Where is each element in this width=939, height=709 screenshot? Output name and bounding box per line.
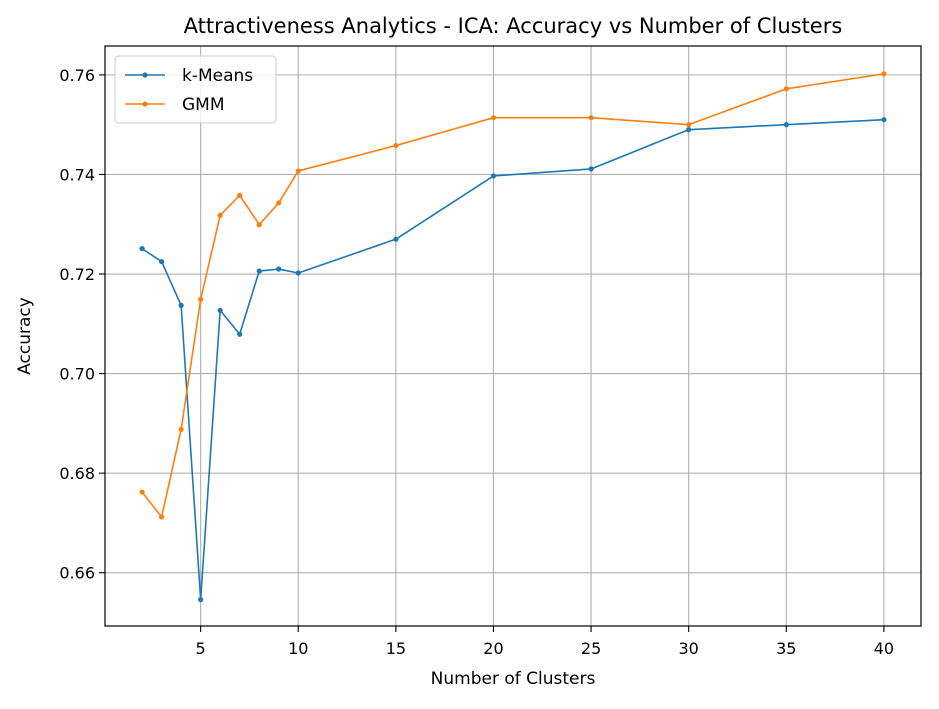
data-point-k-means	[198, 597, 204, 603]
data-point-k-means	[686, 127, 692, 133]
data-point-k-means	[393, 236, 399, 242]
x-tick-label: 35	[776, 639, 796, 658]
data-point-k-means	[295, 270, 301, 276]
data-point-k-means	[490, 173, 497, 179]
series-k-means	[139, 117, 887, 603]
data-point-k-means	[276, 266, 282, 272]
legend-marker-k-means	[142, 72, 148, 78]
data-point-gmm	[295, 168, 301, 174]
series-gmm	[139, 71, 887, 520]
data-point-gmm	[490, 115, 497, 121]
data-point-k-means	[178, 302, 184, 308]
data-point-gmm	[256, 222, 262, 228]
x-tick-label: 5	[196, 639, 206, 658]
chart-title: Attractiveness Analytics - ICA: Accuracy…	[184, 14, 843, 38]
data-point-k-means	[256, 268, 262, 274]
data-point-gmm	[881, 71, 887, 77]
data-point-gmm	[198, 296, 204, 303]
grid-lines	[105, 46, 921, 626]
data-point-gmm	[686, 122, 692, 128]
y-tick-label: 0.66	[59, 564, 95, 583]
legend-box	[114, 55, 277, 124]
axis-ticks: 5 10 15 20 25 30 35 40 0.66 0.68 0.70 0.72 0.74 0.76	[59, 66, 894, 658]
data-point-k-means	[783, 122, 789, 128]
x-axis-label: Number of Clusters	[431, 669, 596, 689]
data-point-k-means	[881, 117, 887, 123]
y-tick-label: 0.68	[59, 464, 95, 483]
x-tick-label: 30	[679, 639, 699, 658]
legend-marker-gmm	[142, 101, 148, 107]
x-tick-label: 20	[483, 639, 503, 658]
y-tick-label: 0.76	[59, 66, 95, 85]
y-tick-label: 0.74	[59, 165, 95, 184]
legend-label-k-means: k-Means	[182, 66, 253, 86]
data-point-k-means	[139, 246, 145, 252]
data-point-k-means	[159, 258, 165, 265]
y-tick-label: 0.70	[59, 365, 95, 384]
data-point-gmm	[276, 200, 282, 206]
x-tick-label: 25	[581, 639, 601, 658]
data-point-gmm	[139, 489, 145, 495]
data-point-k-means	[217, 307, 223, 313]
x-tick-label: 15	[386, 639, 406, 658]
data-point-gmm	[159, 514, 165, 520]
data-point-gmm	[217, 212, 223, 218]
data-point-gmm	[178, 426, 184, 432]
data-point-k-means	[237, 331, 243, 337]
legend-label-gmm: GMM	[182, 95, 225, 115]
data-point-k-means	[588, 166, 594, 172]
y-axis-label: Accuracy	[15, 297, 35, 375]
data-point-gmm	[588, 115, 594, 121]
data-point-gmm	[393, 142, 399, 149]
data-point-gmm	[237, 192, 243, 198]
x-tick-label: 10	[288, 639, 308, 658]
legend: k-Means GMM	[114, 55, 277, 124]
x-tick-label: 40	[874, 639, 894, 658]
series-lines	[139, 71, 887, 603]
data-point-gmm	[783, 86, 789, 92]
plot-area-frame	[104, 45, 922, 627]
y-tick-label: 0.72	[59, 265, 95, 284]
